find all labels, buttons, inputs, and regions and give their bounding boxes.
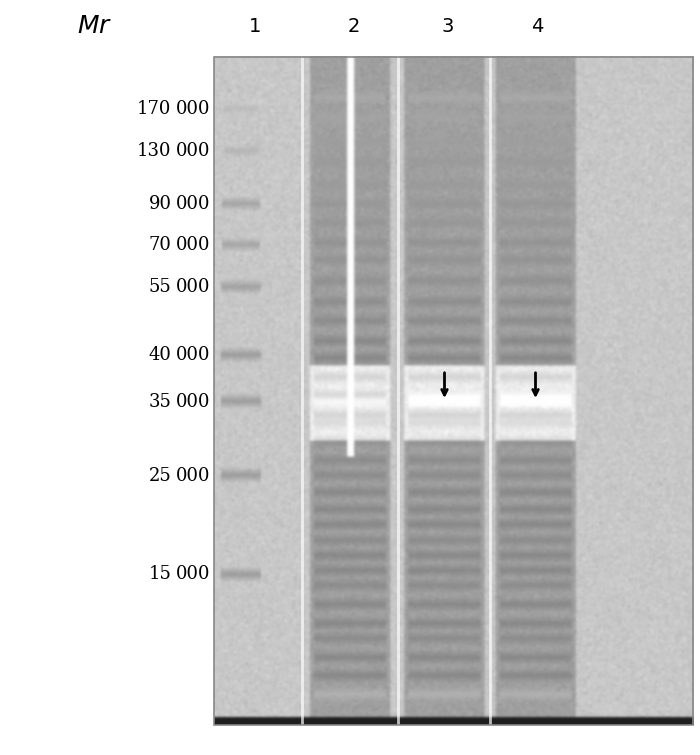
Text: 55: 55	[148, 278, 172, 296]
Text: 000: 000	[176, 100, 210, 119]
Text: 000: 000	[176, 346, 210, 364]
Text: 000: 000	[176, 565, 210, 583]
Text: 15: 15	[148, 565, 172, 583]
Text: 2: 2	[347, 17, 360, 36]
Text: 35: 35	[148, 393, 172, 411]
Text: 40: 40	[148, 346, 172, 364]
Text: 000: 000	[176, 195, 210, 213]
Text: 90: 90	[148, 195, 172, 213]
Bar	[214, 57, 693, 725]
Text: 000: 000	[176, 393, 210, 411]
Text: 170: 170	[137, 100, 172, 119]
Text: 130: 130	[137, 142, 172, 160]
Text: 1: 1	[249, 17, 262, 36]
Text: 000: 000	[176, 467, 210, 485]
Text: 25: 25	[148, 467, 172, 485]
Text: 3: 3	[442, 17, 454, 36]
Text: 000: 000	[176, 236, 210, 254]
Text: $\mathit{Mr}$: $\mathit{Mr}$	[77, 15, 112, 38]
Text: 4: 4	[531, 17, 544, 36]
Text: 000: 000	[176, 278, 210, 296]
Text: 000: 000	[176, 142, 210, 160]
Text: 70: 70	[148, 236, 172, 254]
